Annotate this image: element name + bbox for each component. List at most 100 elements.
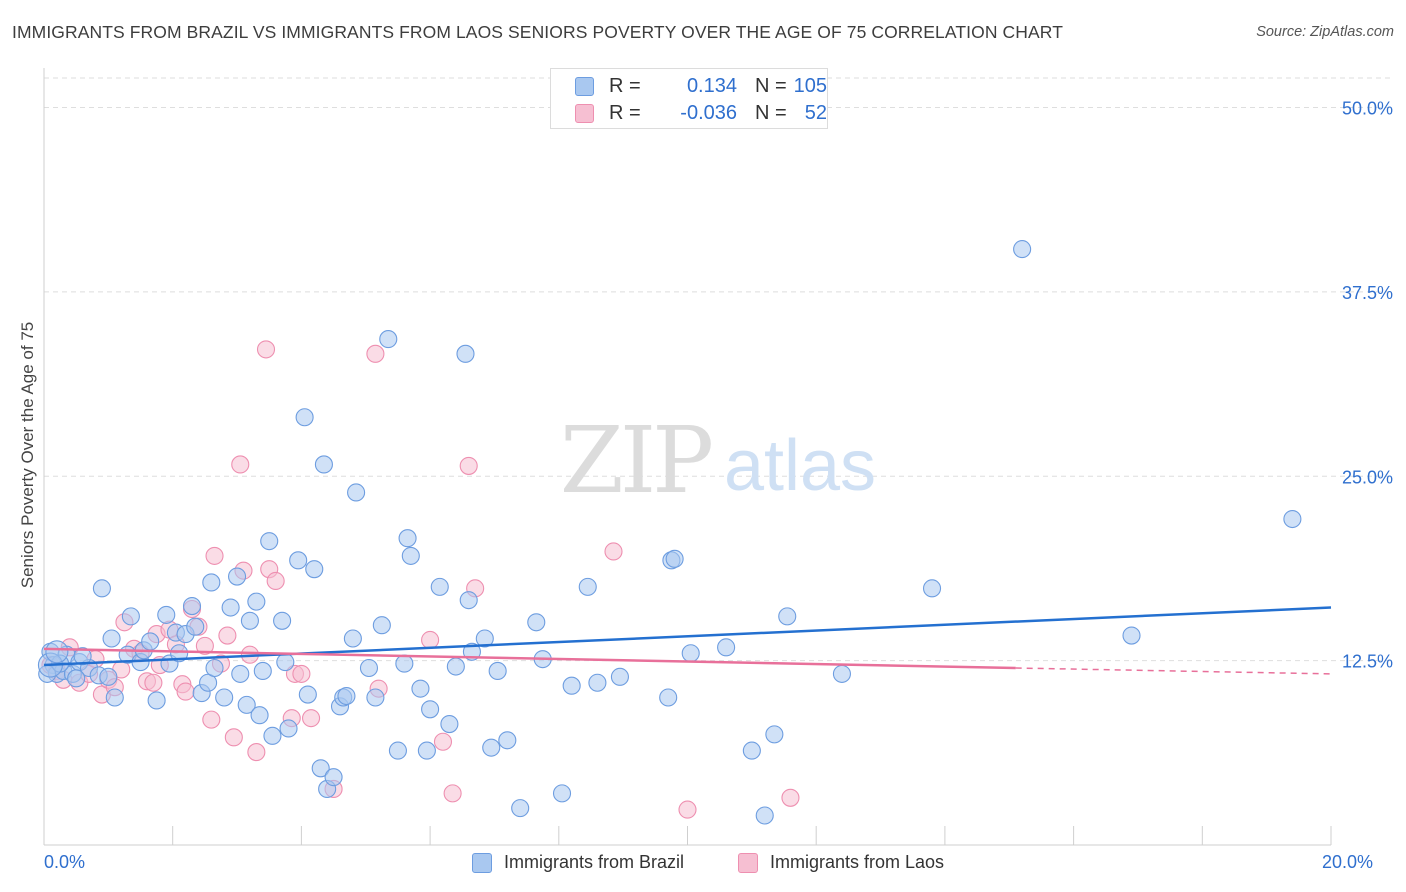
watermark: ZIP atlas (560, 407, 876, 514)
laos-swatch (738, 853, 758, 873)
brazil-point (681, 644, 700, 663)
brazil-point (92, 579, 111, 598)
brazil-point (298, 685, 317, 704)
brazil-point (205, 658, 224, 678)
brazil-point (421, 700, 440, 719)
brazil-trend-line (43, 606, 1332, 667)
laos-point (218, 626, 237, 645)
brazil-point (147, 691, 166, 710)
brazil-point (157, 605, 176, 624)
brazil-point (99, 667, 118, 686)
correlation-legend: R = 0.134 N = 105 R = -0.036 N = 52 (550, 68, 828, 129)
brazil-point (121, 607, 140, 626)
laos-trend-line (43, 647, 1016, 670)
brazil-point (228, 567, 247, 586)
x-tick-label-max: 20.0% (1322, 852, 1374, 872)
brazil-point (73, 647, 92, 666)
laos-point (231, 455, 250, 474)
r-label: R = (609, 102, 641, 124)
laos-point (433, 732, 453, 751)
brazil-point-cluster (45, 640, 69, 664)
laos-point (247, 743, 266, 762)
laos-point (421, 630, 440, 650)
laos-point (144, 673, 163, 692)
brazil-point (446, 657, 465, 676)
laos-trend-extension (1015, 667, 1332, 675)
brazil-point (659, 688, 678, 707)
brazil-point (186, 617, 205, 636)
brazil-point (475, 629, 494, 648)
r-value: -0.036 (680, 102, 737, 124)
brazil-point (401, 546, 420, 565)
brazil-point (498, 731, 517, 750)
r-value: 0.134 (686, 75, 737, 97)
brazil-point (250, 706, 269, 725)
brazil-point (273, 611, 292, 630)
n-value: 105 (793, 75, 827, 97)
brazil-point (578, 577, 597, 596)
laos-point (195, 636, 214, 655)
brazil-point (1283, 509, 1302, 529)
laos-point (256, 340, 276, 359)
brazil-point (311, 759, 330, 778)
brazil-point (182, 596, 202, 616)
brazil-point (67, 669, 86, 688)
brazil-point (588, 673, 607, 692)
chart-title: IMMIGRANTS FROM BRAZIL VS IMMIGRANTS FRO… (12, 22, 1063, 42)
brazil-point (347, 483, 366, 502)
laos-point (202, 710, 221, 729)
brazil-point (755, 806, 774, 825)
watermark-atlas: atlas (724, 426, 876, 506)
brazil-point (237, 695, 256, 714)
brazil-point (1122, 626, 1141, 645)
brazil-point (170, 644, 189, 663)
brazil-point (295, 408, 314, 427)
brazil-point (289, 551, 308, 570)
laos-point (266, 571, 285, 591)
y-tick-label: 37.5% (1342, 283, 1393, 303)
brazil-point (366, 688, 385, 707)
watermark-zip: ZIP (560, 407, 711, 514)
brazil-point (552, 784, 572, 803)
brazil-point (742, 741, 761, 760)
laos-point (443, 784, 462, 803)
laos-point (224, 728, 243, 747)
n-value: 52 (804, 102, 827, 124)
brazil-point (527, 613, 546, 632)
brazil-point (240, 611, 259, 630)
y-tick-label: 25.0% (1342, 467, 1393, 487)
brazil-point (610, 667, 629, 686)
brazil-point (215, 688, 234, 707)
brazil-swatch (472, 853, 492, 873)
brazil-point (778, 607, 797, 626)
laos-point (205, 546, 224, 565)
brazil-point (337, 686, 356, 706)
brazil-point (102, 629, 121, 648)
laos-point (302, 709, 321, 728)
brazil-point (141, 632, 160, 651)
brazil-point (202, 573, 221, 592)
brazil-point (562, 676, 581, 695)
laos-point (366, 344, 385, 363)
brazil-point (263, 726, 282, 745)
legend-label: Immigrants from Brazil (504, 852, 685, 872)
brazil-point (395, 654, 414, 673)
laos-point (781, 788, 800, 807)
brazil-point (440, 714, 459, 734)
brazil-point (511, 799, 530, 818)
n-label: N = (755, 75, 787, 97)
brazil-point (305, 560, 324, 579)
laos-point (459, 456, 478, 475)
trend-lines (43, 606, 1332, 675)
brazil-point (372, 616, 391, 635)
axes (43, 68, 1332, 846)
brazil-point (388, 741, 407, 760)
laos-point (678, 800, 697, 819)
brazil-point (359, 658, 379, 678)
y-tick-label: 12.5% (1342, 652, 1393, 672)
brazil-point (665, 549, 684, 568)
r-label: R = (609, 75, 641, 97)
brazil-point (276, 653, 295, 672)
brazil-point (343, 629, 362, 648)
